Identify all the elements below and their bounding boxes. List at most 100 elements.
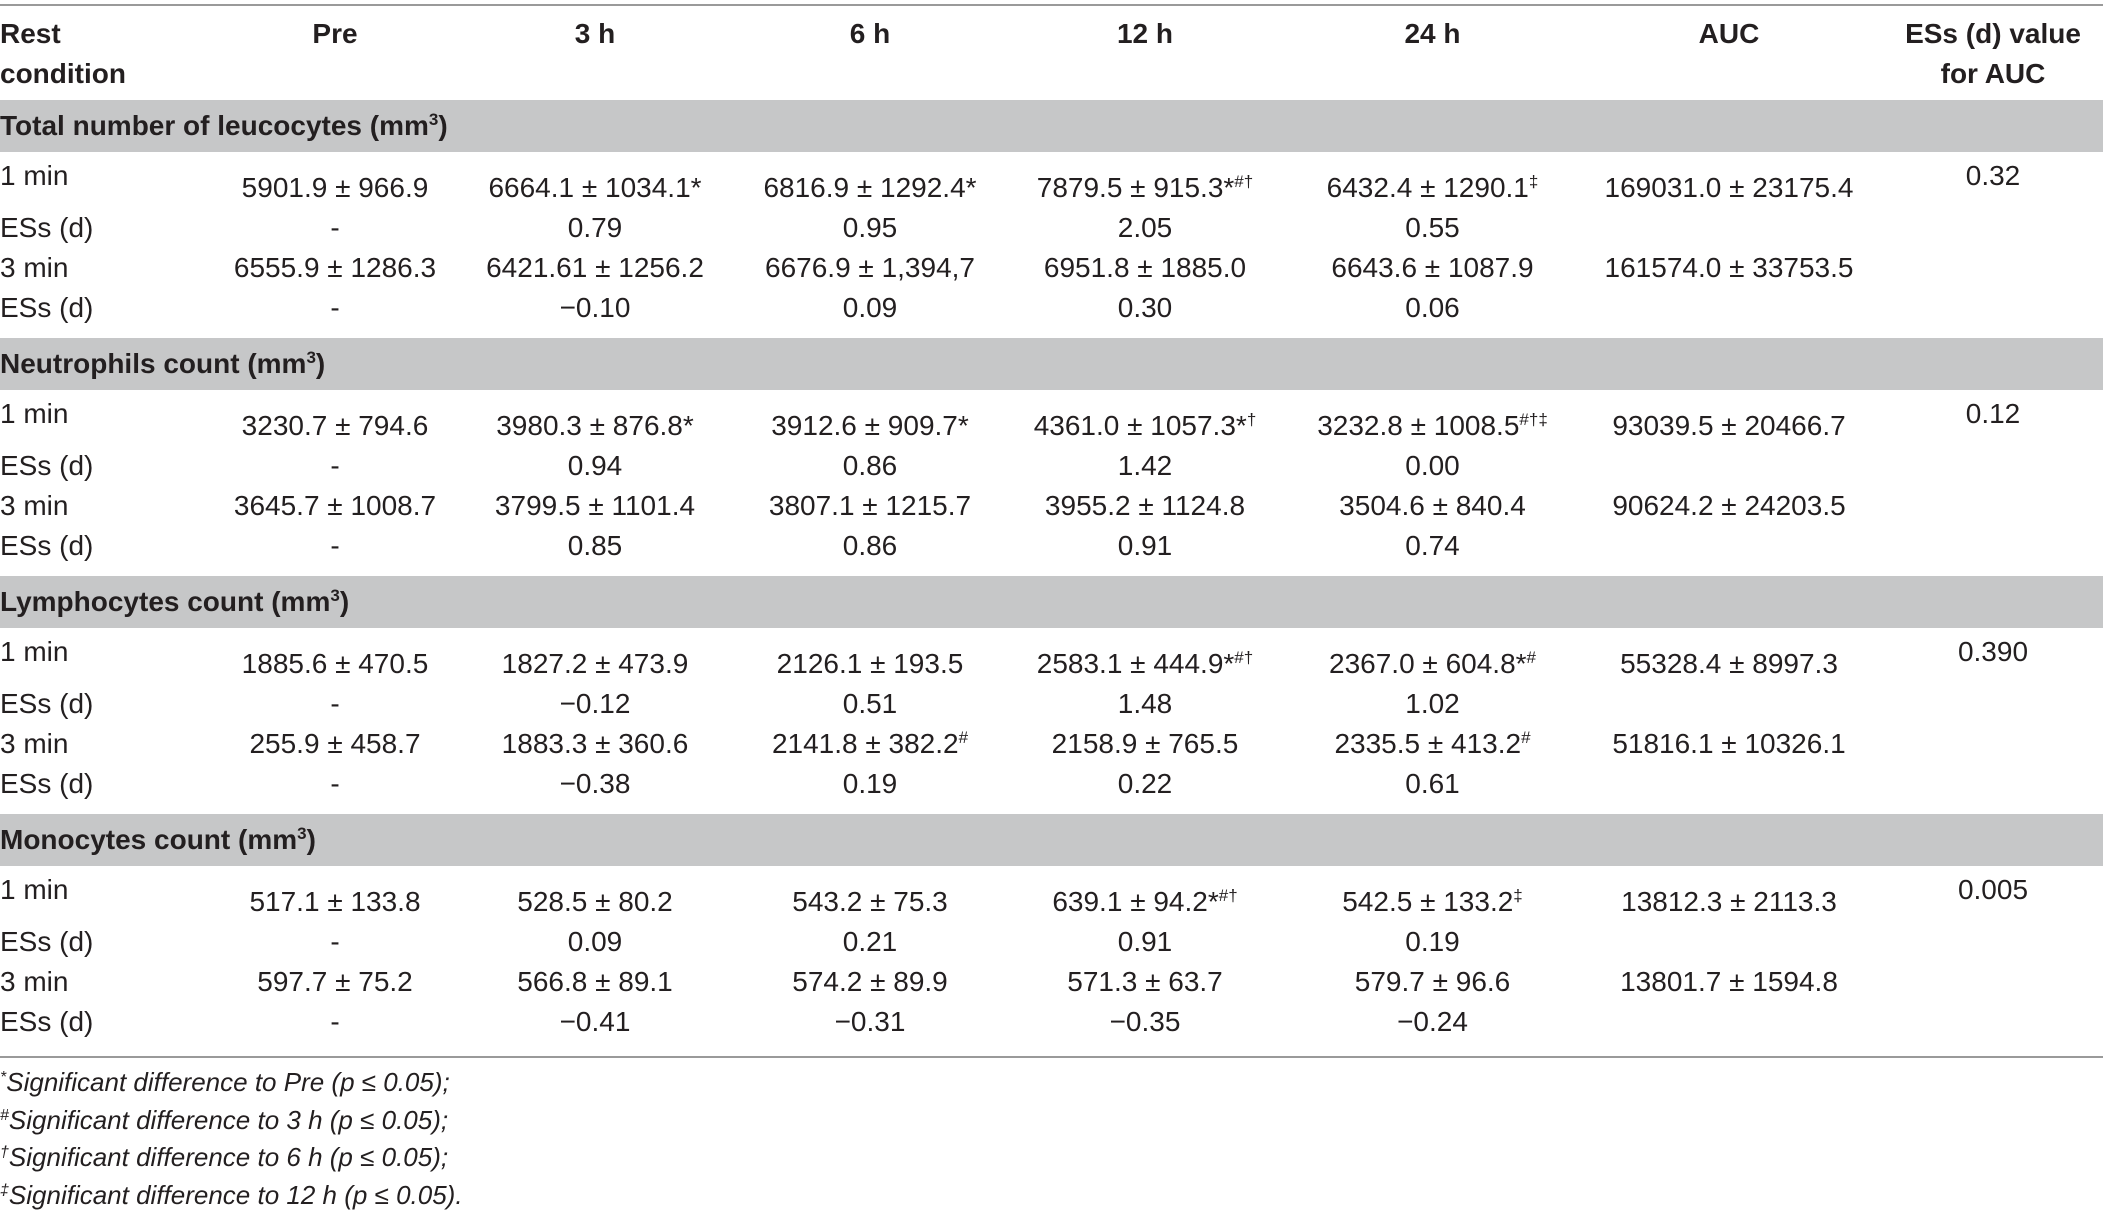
cell-value: 528.5 ± 80.2 [517, 886, 673, 917]
footnote-text: Significant difference to Pre (p ≤ 0.05)… [6, 1067, 450, 1097]
cell-h6: 0.19 [740, 762, 1000, 811]
cell-es-auc: 0.005 [1883, 866, 2103, 920]
section-title-text: Lymphocytes count (mm [0, 586, 331, 617]
footnote-text: Significant difference to 3 h (p ≤ 0.05)… [8, 1104, 449, 1135]
row-label: 3 min [0, 728, 69, 759]
cell-value: 0.55 [1405, 212, 1460, 243]
significance-superscript: #† [1234, 648, 1254, 667]
table-row: 3 min 597.7 ± 75.2 566.8 ± 89.1 574.2 ± 89.… [0, 960, 2103, 1000]
footnote-text: Significant difference to 12 h (p ≤ 0.05… [8, 1179, 463, 1210]
cell-h24: 0.06 [1290, 286, 1575, 335]
cell-value: 0.91 [1117, 530, 1173, 561]
table-row: 1 min 5901.9 ± 966.9 6664.1 ± 1034.1* 6816.… [0, 152, 2103, 206]
cell-es-auc [1883, 246, 2103, 286]
cell-value: 0.00 [1405, 450, 1460, 481]
row-label: ESs (d) [0, 450, 94, 481]
section-header-row: Lymphocytes count (mm3) [0, 570, 2103, 628]
cell-h6: 3912.6 ± 909.7* [740, 390, 1000, 444]
cell-h3: −0.10 [450, 286, 740, 335]
cell-h3: 6664.1 ± 1034.1* [450, 152, 740, 206]
cell-auc: 90624.2 ± 24203.5 [1575, 484, 1883, 524]
row-label: 1 min [0, 398, 69, 429]
cell-value: 0.19 [842, 768, 898, 799]
section-title-superscript: 3 [330, 586, 340, 605]
footnote-text: Significant difference to 6 h (p ≤ 0.05)… [8, 1142, 449, 1172]
cell-pre: - [220, 524, 450, 573]
cell-h12: 0.91 [1000, 524, 1290, 573]
table-row: ESs (d) - −0.10 0.09 0.30 0.06 [0, 286, 2103, 335]
cell-value: 0.51 [842, 688, 898, 719]
cell-es-auc [1883, 682, 2103, 722]
cell-pre: 1885.6 ± 470.5 [220, 628, 450, 682]
header-row: Rest condition Pre 3 h 6 h 12 h 24 h AUC… [0, 14, 2103, 97]
cell-value: 542.5 ± 133.2 [1342, 886, 1514, 917]
row-label: ESs (d) [0, 1006, 94, 1037]
cell-h12: 7879.5 ± 915.3*#† [1000, 152, 1290, 206]
cell-h12: 0.91 [1000, 920, 1290, 960]
cell-es-auc: 0.32 [1883, 152, 2103, 206]
cell-h3: 6421.61 ± 1256.2 [450, 246, 740, 286]
header-rest-condition-line2: condition [0, 58, 126, 89]
header-3h: 3 h [574, 18, 616, 49]
cell-value: −0.38 [559, 768, 631, 799]
cell-h12: −0.35 [1000, 1000, 1290, 1046]
cell-h6: −0.31 [740, 1000, 1000, 1046]
cell-value: 1885.6 ± 470.5 [241, 648, 429, 679]
cell-value: 13801.7 ± 1594.8 [1620, 966, 1838, 997]
cell-pre: - [220, 682, 450, 722]
cell-value: 3230.7 ± 794.6 [241, 410, 429, 441]
cell-auc: 51816.1 ± 10326.1 [1575, 722, 1883, 762]
cell-value: 597.7 ± 75.2 [257, 966, 413, 997]
section-title-text: Monocytes count (mm [0, 824, 298, 855]
significance-superscript: #† [1234, 172, 1254, 191]
cell-pre: - [220, 286, 450, 335]
cell-value: 0.005 [1957, 874, 2029, 905]
footnote-mark: † [0, 1144, 9, 1161]
cell-value: - [330, 688, 340, 719]
cell-pre: 517.1 ± 133.8 [220, 866, 450, 920]
cell-value: 0.22 [1117, 768, 1173, 799]
significance-superscript: #†‡ [1519, 410, 1548, 429]
cell-pre: 255.9 ± 458.7 [220, 722, 450, 762]
section-title: Total number of leucocytes (mm3) [0, 94, 2103, 152]
cell-value: 3912.6 ± 909.7* [771, 410, 969, 441]
cell-value: 3955.2 ± 1124.8 [1044, 490, 1246, 521]
cell-h24: 0.61 [1290, 762, 1575, 811]
header-es-auc-line2: for AUC [1940, 58, 2046, 89]
cell-h3: −0.41 [450, 1000, 740, 1046]
cell-value: 0.21 [842, 926, 898, 957]
table-row: 3 min 3645.7 ± 1008.7 3799.5 ± 1101.4 3807.… [0, 484, 2103, 524]
cell-h24: −0.24 [1290, 1000, 1575, 1046]
table-row: ESs (d) - −0.41 −0.31 −0.35 −0.24 [0, 1000, 2103, 1046]
cell-h24: 0.00 [1290, 444, 1575, 484]
cell-value: −0.10 [559, 292, 631, 323]
cell-h24: 0.55 [1290, 206, 1575, 246]
cell-value: 6816.9 ± 1292.4* [763, 172, 977, 203]
row-label: ESs (d) [0, 292, 94, 323]
cell-h12: 571.3 ± 63.7 [1000, 960, 1290, 1000]
cell-value: 0.09 [842, 292, 898, 323]
cell-auc: 55328.4 ± 8997.3 [1575, 628, 1883, 682]
cell-es-auc [1883, 960, 2103, 1000]
cell-value: 2158.9 ± 765.5 [1051, 728, 1239, 759]
cell-value: 1.48 [1117, 688, 1173, 719]
cell-value: 6421.61 ± 1256.2 [486, 252, 704, 283]
cell-h12: 639.1 ± 94.2*#† [1000, 866, 1290, 920]
cell-h24: 0.74 [1290, 524, 1575, 573]
section-title-end: ) [306, 824, 316, 855]
cell-value: - [330, 450, 340, 481]
cell-h24: 579.7 ± 96.6 [1290, 960, 1575, 1000]
cell-value: 0.74 [1405, 530, 1460, 561]
cell-value: 574.2 ± 89.9 [792, 966, 948, 997]
cell-h6: 0.09 [740, 286, 1000, 335]
row-label: ESs (d) [0, 530, 94, 561]
cell-value: 51816.1 ± 10326.1 [1612, 728, 1846, 759]
cell-value: 0.85 [567, 530, 623, 561]
cell-value: 6664.1 ± 1034.1* [488, 172, 702, 203]
section-title-superscript: 3 [306, 348, 316, 367]
cell-value: 5901.9 ± 966.9 [241, 172, 429, 203]
cell-h6: 0.95 [740, 206, 1000, 246]
table-row: 1 min 1885.6 ± 470.5 1827.2 ± 473.9 2126.1 … [0, 628, 2103, 682]
section-title-end: ) [339, 586, 350, 617]
